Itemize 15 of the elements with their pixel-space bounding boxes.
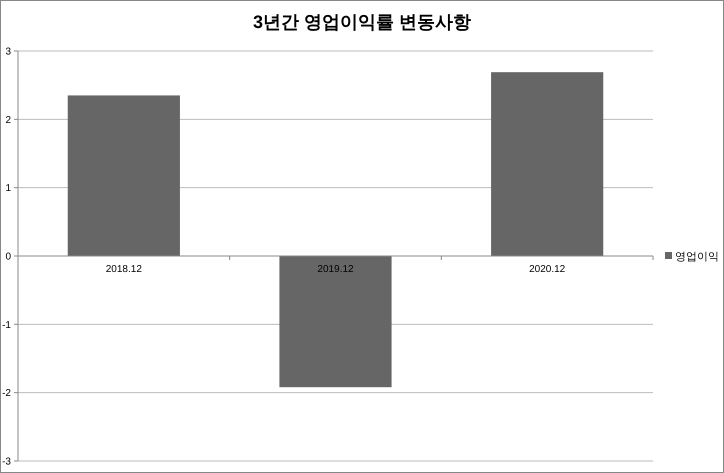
y-tick-label: -1 bbox=[2, 320, 12, 331]
bar bbox=[491, 72, 604, 256]
y-tick-label: -2 bbox=[2, 388, 12, 400]
chart-title: 3년간 영업이익률 변동사항 bbox=[252, 12, 472, 32]
y-tick-label: 2 bbox=[5, 114, 12, 126]
y-tick-label: 0 bbox=[5, 252, 12, 262]
legend-label: 영업이익 bbox=[675, 250, 719, 263]
y-tick-label: 1 bbox=[5, 183, 12, 194]
bar bbox=[279, 256, 392, 388]
x-tick-label: 2019.12 bbox=[317, 264, 354, 275]
x-tick-label: 2020.12 bbox=[529, 264, 566, 275]
y-tick-label: 3 bbox=[5, 46, 12, 58]
bar bbox=[68, 95, 180, 256]
y-tick-label: -3 bbox=[2, 456, 12, 468]
x-tick-label: 2018.12 bbox=[106, 264, 142, 275]
